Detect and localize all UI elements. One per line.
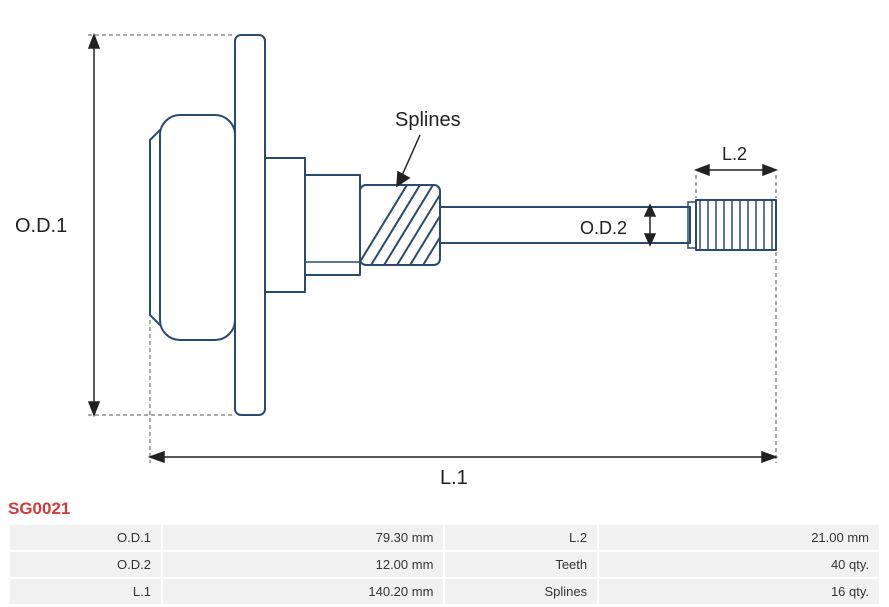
part-number: SG0021 (8, 499, 70, 519)
spec-key: O.D.1 (10, 525, 161, 550)
l2-label: L.2 (722, 144, 747, 164)
spec-value: 40 qty. (599, 552, 879, 577)
spec-value: 140.20 mm (163, 579, 443, 604)
od1-label: O.D.1 (15, 215, 67, 237)
spec-value: 21.00 mm (599, 525, 879, 550)
spec-key: Splines (445, 579, 597, 604)
spec-value: 79.30 mm (163, 525, 443, 550)
table-row: O.D.1 79.30 mm L.2 21.00 mm (10, 525, 879, 550)
spec-key: L.1 (10, 579, 161, 604)
table-row: L.1 140.20 mm Splines 16 qty. (10, 579, 879, 604)
spec-value: 16 qty. (599, 579, 879, 604)
spec-key: L.2 (445, 525, 597, 550)
spec-value: 12.00 mm (163, 552, 443, 577)
technical-diagram: O.D.1 L.1 O.D.2 L.2 Splines (0, 0, 889, 495)
spec-key: O.D.2 (10, 552, 161, 577)
splines-label: Splines (395, 109, 461, 131)
od2-label: O.D.2 (580, 218, 627, 238)
table-row: O.D.2 12.00 mm Teeth 40 qty. (10, 552, 879, 577)
spec-key: Teeth (445, 552, 597, 577)
l1-label: L.1 (440, 467, 468, 489)
spec-table: O.D.1 79.30 mm L.2 21.00 mm O.D.2 12.00 … (8, 523, 881, 606)
